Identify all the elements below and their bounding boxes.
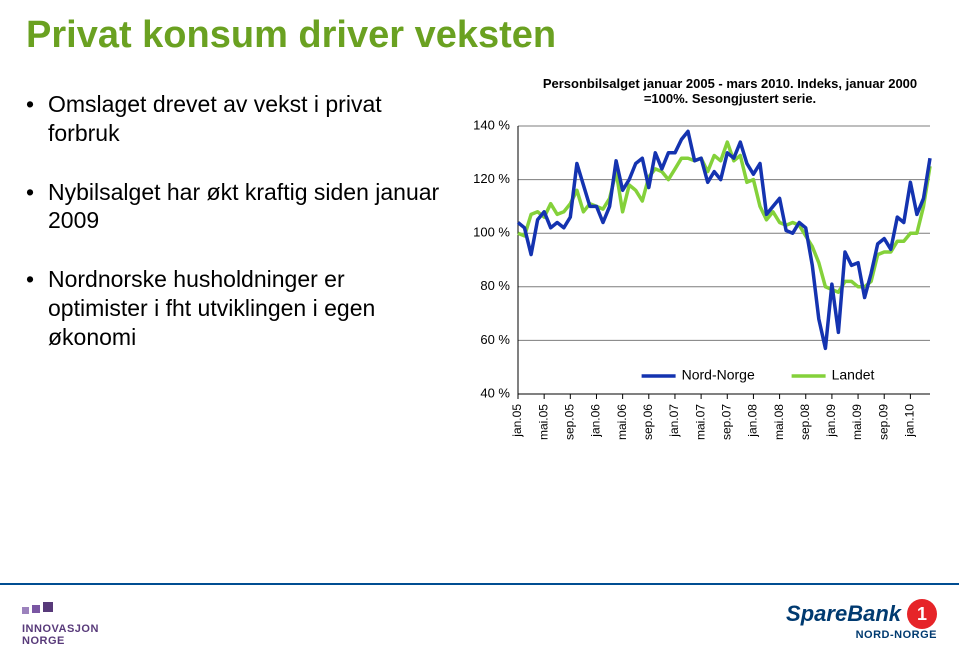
page-title: Privat konsum driver veksten (26, 14, 556, 57)
sparebank-logo: SpareBank 1 NORD-NORGE (786, 599, 937, 641)
svg-text:mai.07: mai.07 (693, 404, 707, 440)
innovasjon-norge-logo: INNOVASJON NORGE (22, 598, 142, 647)
svg-text:Nord-Norge: Nord-Norge (682, 367, 755, 383)
bullet-item: Omslaget drevet av vekst i privat forbru… (26, 90, 446, 148)
sparebank-text: SpareBank (786, 601, 901, 627)
svg-text:mai.05: mai.05 (536, 404, 550, 440)
svg-text:jan.07: jan.07 (667, 404, 681, 438)
svg-text:60 %: 60 % (480, 332, 510, 347)
svg-text:Landet: Landet (832, 367, 875, 383)
innovasjon-text: INNOVASJON (22, 623, 142, 635)
svg-text:sep.06: sep.06 (641, 404, 655, 440)
chart-container: Personbilsalget januar 2005 - mars 2010.… (460, 76, 940, 496)
svg-text:120 %: 120 % (473, 171, 510, 186)
svg-text:mai.09: mai.09 (850, 404, 864, 440)
svg-text:jan.10: jan.10 (903, 404, 917, 438)
svg-text:jan.09: jan.09 (824, 404, 838, 438)
bullet-item: Nordnorske husholdninger er optimister i… (26, 265, 446, 351)
svg-text:sep.05: sep.05 (562, 404, 576, 440)
svg-text:jan.05: jan.05 (510, 404, 524, 438)
footer-divider (0, 583, 959, 585)
svg-text:sep.09: sep.09 (876, 404, 890, 440)
chart-title: Personbilsalget januar 2005 - mars 2010.… (520, 76, 940, 106)
svg-text:140 %: 140 % (473, 120, 510, 132)
logo-squares-icon (22, 598, 82, 618)
svg-text:80 %: 80 % (480, 278, 510, 293)
sparebank-subtext: NORD-NORGE (856, 629, 937, 641)
line-chart: 40 % 60 % 80 % 100 % 120 % 140 % jan.05 mai.05 s… (460, 120, 940, 500)
svg-text:mai.06: mai.06 (615, 404, 629, 440)
svg-text:jan.08: jan.08 (746, 404, 760, 438)
svg-text:40 %: 40 % (480, 385, 510, 400)
svg-text:sep.08: sep.08 (798, 404, 812, 440)
svg-text:mai.08: mai.08 (772, 404, 786, 440)
bullet-list: Omslaget drevet av vekst i privat forbru… (26, 90, 446, 381)
sparebank-badge-icon: 1 (907, 599, 937, 629)
svg-text:100 %: 100 % (473, 225, 510, 240)
bullet-item: Nybilsalget har økt kraftig siden januar… (26, 178, 446, 236)
norge-text: NORGE (22, 635, 142, 647)
footer: INNOVASJON NORGE SpareBank 1 NORD-NORGE (0, 583, 959, 655)
svg-text:sep.07: sep.07 (719, 404, 733, 440)
svg-text:jan.06: jan.06 (589, 404, 603, 438)
